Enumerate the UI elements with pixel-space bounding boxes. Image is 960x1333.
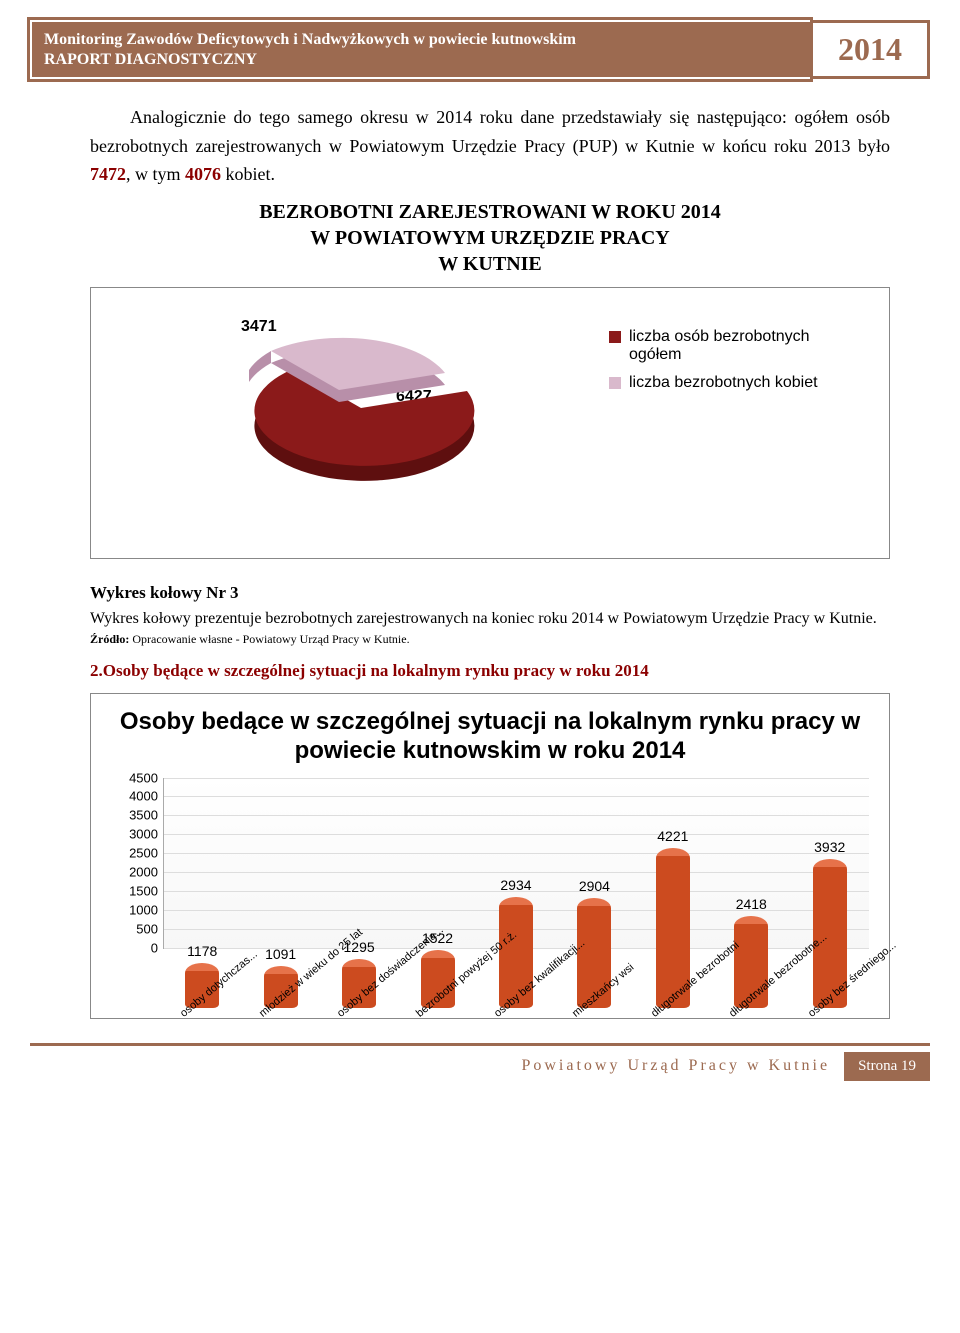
pie-chart-container: 3471 6427 liczba osób bezrobotnych ogółe… — [90, 287, 890, 559]
header-title-line2: RAPORT DIAGNOSTYCZNY — [44, 51, 798, 69]
page-header: Monitoring Zawodów Deficytowych i Nadwyż… — [30, 20, 930, 79]
pie-title-l1: BEZROBOTNI ZAREJESTROWANI W ROKU 2014 — [90, 199, 890, 225]
legend-text-1: liczba osób bezrobotnych ogółem — [629, 328, 829, 364]
y-tick-label: 1000 — [116, 902, 158, 917]
pie-svg — [231, 328, 491, 488]
legend-swatch-1 — [609, 331, 621, 343]
bar-value-label: 2904 — [579, 878, 610, 894]
y-tick-label: 4000 — [116, 789, 158, 804]
intro-pre: Analogicznie do tego samego okresu w 201… — [90, 107, 890, 156]
y-tick-label: 3500 — [116, 808, 158, 823]
intro-mid: , w tym — [126, 164, 185, 184]
intro-paragraph: Analogicznie do tego samego okresu w 201… — [90, 103, 890, 189]
y-tick-label: 4500 — [116, 770, 158, 785]
legend-swatch-2 — [609, 377, 621, 389]
header-year-box: 2014 — [810, 20, 930, 79]
y-tick-label: 2000 — [116, 865, 158, 880]
header-year: 2014 — [838, 31, 902, 68]
bar-chart-container: Osoby bedące w szczególnej sytuacji na l… — [90, 693, 890, 1019]
intro-value-4076: 4076 — [185, 164, 221, 184]
y-tick-label: 0 — [116, 940, 158, 955]
pie-caption-title: Wykres kołowy Nr 3 — [90, 583, 890, 603]
y-tick-label: 500 — [116, 921, 158, 936]
y-tick-label: 1500 — [116, 883, 158, 898]
bar-chart-title: Osoby bedące w szczególnej sytuacji na l… — [101, 708, 879, 766]
legend-item-kobiet: liczba bezrobotnych kobiet — [609, 374, 829, 392]
bar-value-label: 4221 — [657, 828, 688, 844]
y-tick-label: 2500 — [116, 846, 158, 861]
gridline — [164, 778, 869, 779]
intro-value-7472: 7472 — [90, 164, 126, 184]
header-title-box: Monitoring Zawodów Deficytowych i Nadwyż… — [30, 20, 810, 79]
intro-post: kobiet. — [221, 164, 275, 184]
gridline — [164, 815, 869, 816]
source-text: Opracowanie własne - Powiatowy Urząd Pra… — [129, 632, 409, 646]
pie-caption-desc: Wykres kołowy prezentuje bezrobotnych za… — [90, 609, 890, 630]
source-label: Źródło: — [90, 632, 129, 646]
x-axis-labels: osoby dotychczas...młodzież w wieku do 2… — [163, 954, 869, 1034]
gridline — [164, 834, 869, 835]
pie-legend: liczba osób bezrobotnych ogółem liczba b… — [609, 328, 829, 402]
y-tick-label: 3000 — [116, 827, 158, 842]
gridline — [164, 796, 869, 797]
pie-title-l3: W KUTNIE — [90, 251, 890, 277]
bar-value-label: 2418 — [736, 896, 767, 912]
section-2-heading: 2.Osoby będące w szczególnej sytuacji na… — [90, 661, 890, 681]
footer-org: Powiatowy Urząd Pracy w Kutnie — [521, 1057, 844, 1075]
legend-item-ogolem: liczba osób bezrobotnych ogółem — [609, 328, 829, 364]
pie-title-l2: W POWIATOWYM URZĘDZIE PRACY — [90, 225, 890, 251]
header-title-line1: Monitoring Zawodów Deficytowych i Nadwyż… — [44, 30, 798, 51]
pie-chart — [231, 328, 491, 488]
pie-source: Źródło: Opracowanie własne - Powiatowy U… — [90, 632, 890, 647]
bar-value-label: 2934 — [500, 877, 531, 893]
pie-section-title: BEZROBOTNI ZAREJESTROWANI W ROKU 2014 W … — [90, 199, 890, 277]
bar-chart-area: 050010001500200025003000350040004500 117… — [163, 778, 869, 1008]
bar-value-label: 3932 — [814, 839, 845, 855]
legend-text-2: liczba bezrobotnych kobiet — [629, 374, 818, 392]
